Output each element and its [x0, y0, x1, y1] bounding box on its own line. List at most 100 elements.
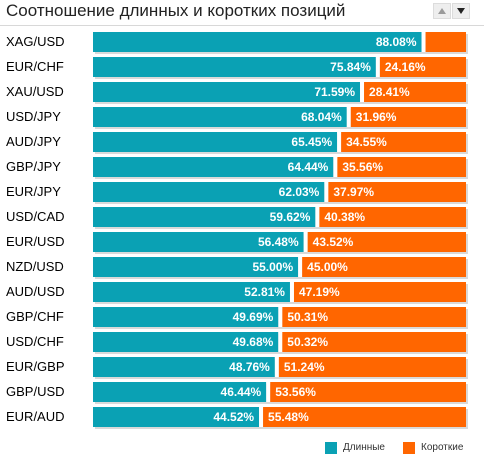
bar-long: [93, 407, 260, 427]
bar-short: [278, 357, 466, 377]
data-label-short: 53.56%: [275, 385, 316, 399]
bar-separator: [421, 32, 426, 52]
bar-short: [293, 282, 466, 302]
category-label: GBP/JPY: [6, 159, 61, 174]
category-label: XAU/USD: [6, 84, 64, 99]
data-label-long: 48.76%: [229, 360, 270, 374]
bar-separator: [315, 207, 320, 227]
bar-separator: [346, 107, 351, 127]
bar-long: [93, 332, 279, 352]
bar-short: [341, 132, 466, 152]
data-label-long: 49.69%: [233, 310, 274, 324]
bar-short: [425, 32, 466, 52]
bar-long: [93, 382, 267, 402]
data-label-long: 46.44%: [221, 385, 262, 399]
bar-long: [93, 132, 338, 152]
data-label-long: 56.48%: [258, 235, 299, 249]
bar-long: [93, 207, 316, 227]
bar-separator: [337, 132, 342, 152]
bar-short: [307, 232, 466, 252]
triangle-down-icon: [457, 8, 465, 14]
bar-separator: [303, 232, 308, 252]
category-label: AUD/JPY: [6, 134, 61, 149]
header-divider: [0, 25, 484, 26]
data-label-long: 65.45%: [291, 135, 332, 149]
bar-short: [282, 307, 466, 327]
data-label-short: 31.96%: [356, 110, 397, 124]
category-label: EUR/AUD: [6, 409, 65, 424]
category-label: EUR/JPY: [6, 184, 61, 199]
data-label-short: 35.56%: [342, 160, 383, 174]
category-label: EUR/CHF: [6, 59, 64, 74]
bar-separator: [333, 157, 338, 177]
legend-swatch-short: [403, 442, 415, 454]
chart-header: Соотношение длинных и коротких позиций: [0, 0, 484, 26]
data-label-long: 62.03%: [279, 185, 320, 199]
category-label: XAG/USD: [6, 34, 65, 49]
category-label: USD/CAD: [6, 209, 65, 224]
data-label-short: 28.41%: [369, 85, 410, 99]
data-label-short: 45.00%: [307, 260, 348, 274]
data-label-short: 24.16%: [385, 60, 426, 74]
triangle-up-icon: [438, 8, 446, 14]
data-label-short: 40.38%: [324, 210, 365, 224]
category-label: EUR/GBP: [6, 359, 65, 374]
bar-short: [379, 57, 466, 77]
data-label-short: 34.55%: [346, 135, 387, 149]
data-label-long: 52.81%: [244, 285, 285, 299]
data-label-short: 50.31%: [287, 310, 328, 324]
bar-short: [319, 207, 466, 227]
bar-short: [364, 82, 466, 102]
bar-separator: [278, 332, 283, 352]
bar-long: [93, 232, 304, 252]
category-label: USD/CHF: [6, 334, 64, 349]
data-label-short: 47.19%: [299, 285, 340, 299]
bar-separator: [375, 57, 380, 77]
bar-long: [93, 157, 334, 177]
bar-short: [328, 182, 466, 202]
bar-long: [93, 32, 422, 52]
bar-short: [302, 257, 466, 277]
legend-swatch-long: [325, 442, 337, 454]
bar-long: [93, 57, 376, 77]
data-label-short: 55.48%: [268, 410, 309, 424]
bar-long: [93, 82, 361, 102]
data-label-long: 68.04%: [301, 110, 342, 124]
data-label-long: 88.08%: [376, 35, 417, 49]
bar-short: [270, 382, 466, 402]
bar-short: [263, 407, 466, 427]
bar-long: [93, 307, 279, 327]
bar-separator: [289, 282, 294, 302]
data-label-long: 71.59%: [314, 85, 355, 99]
data-label-short: 51.24%: [284, 360, 325, 374]
data-label-long: 49.68%: [233, 335, 274, 349]
bar-separator: [259, 407, 264, 427]
data-label-long: 75.84%: [330, 60, 371, 74]
data-label-long: 44.52%: [213, 410, 254, 424]
sort-descending-button[interactable]: [452, 3, 470, 19]
bar-long: [93, 282, 290, 302]
bar-long: [93, 357, 275, 377]
bar-separator: [324, 182, 329, 202]
legend-label-short: Короткие: [421, 442, 464, 453]
bar-long: [93, 257, 299, 277]
category-label: USD/JPY: [6, 109, 61, 124]
sort-ascending-button[interactable]: [433, 3, 451, 19]
data-label-long: 64.44%: [288, 160, 329, 174]
bar-separator: [278, 307, 283, 327]
data-label-short: 43.52%: [313, 235, 354, 249]
category-label: NZD/USD: [6, 259, 64, 274]
bar-short: [350, 107, 466, 127]
bar-separator: [298, 257, 303, 277]
bar-separator: [360, 82, 365, 102]
bar-separator: [274, 357, 279, 377]
data-label-short: 50.32%: [287, 335, 328, 349]
category-label: AUD/USD: [6, 284, 65, 299]
bar-short: [337, 157, 466, 177]
data-label-short: 37.97%: [333, 185, 374, 199]
category-label: GBP/CHF: [6, 309, 64, 324]
bar-long: [93, 182, 325, 202]
category-label: EUR/USD: [6, 234, 65, 249]
bar-separator: [266, 382, 271, 402]
